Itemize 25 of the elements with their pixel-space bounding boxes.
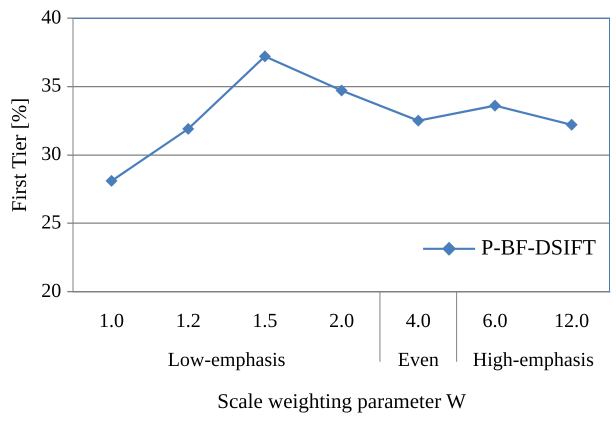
text: Low-emphasis	[168, 349, 286, 372]
point	[336, 84, 348, 97]
x-tick-label: 1.5	[252, 310, 278, 332]
y-tick-label: 20	[41, 280, 62, 302]
x-tick-label: 12.0	[554, 310, 590, 332]
x-tick-label: 1.2	[176, 310, 201, 332]
x-tick-label: 4.0	[406, 310, 431, 332]
text: Even	[398, 349, 439, 372]
y-axis-title: First Tier [%]	[7, 98, 32, 212]
y-tick-label: 40	[41, 6, 62, 28]
point	[106, 174, 118, 187]
text: High-emphasis	[472, 349, 594, 372]
x-axis-title: Scale weighting parameter W	[217, 388, 466, 413]
x-tick-label: 2.0	[329, 310, 354, 332]
y-tick-label: 30	[41, 143, 62, 166]
x-tick-label: 6.0	[482, 310, 508, 332]
legend-label: P-BF-DSIFT	[481, 234, 597, 260]
point	[566, 118, 578, 131]
point	[412, 114, 424, 127]
y-tick-label: 25	[41, 212, 62, 234]
x-tick-label: 1.0	[99, 310, 124, 332]
point	[488, 100, 501, 112]
y-tick-label: 35	[41, 74, 62, 97]
point	[182, 122, 194, 135]
point	[258, 50, 271, 62]
